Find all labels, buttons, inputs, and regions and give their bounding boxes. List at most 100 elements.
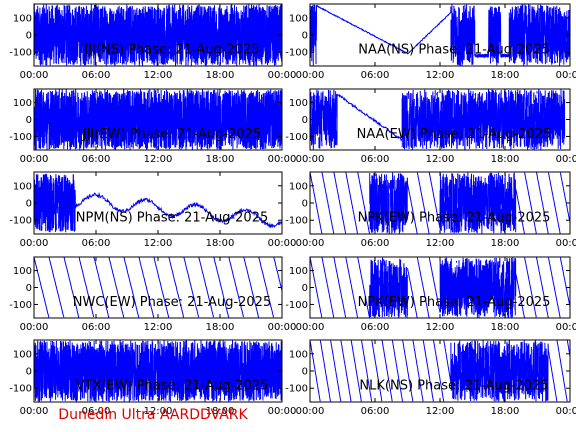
x-tick-label: 12:00 [144,322,173,333]
y-tick-label: -100 [9,384,32,395]
x-tick-label: 00:00 [296,238,325,249]
x-tick-label: 18:00 [206,70,235,81]
y-tick-label: 0 [302,115,308,126]
y-tick-label: 0 [302,199,308,210]
y-tick-label: -100 [9,132,32,143]
phase-panel: -100 0 100 00:00 06:00 12:00 18:00 00:00 NWC(EW)… [9,256,297,333]
y-tick-label: 100 [289,98,308,109]
phase-panel: -100 0 100 00:00 06:00 12:00 18:00 00:00 NPK(EW)… [285,256,576,333]
y-tick-label: -100 [9,48,32,59]
x-tick-label: 12:00 [144,154,173,165]
phase-trace [34,340,282,402]
y-tick-label: -100 [285,300,308,311]
y-tick-label: -100 [285,48,308,59]
x-tick-label: 12:00 [426,70,455,81]
x-tick-label: 00:00 [268,70,297,81]
y-tick-label: 100 [13,349,32,360]
x-tick-label: 18:00 [491,322,520,333]
x-tick-label: 00:00 [20,154,49,165]
x-tick-label: 00:00 [268,154,297,165]
phase-panel: -100 0 100 00:00 06:00 12:00 18:00 00:00 VTX(EW)… [9,339,296,417]
phase-panel: -100 0 100 00:00 06:00 12:00 18:00 00:00 JJI(EW)… [9,88,297,165]
x-tick-label: 12:00 [426,406,455,417]
x-tick-label: 18:00 [491,70,520,81]
x-tick-label: 06:00 [82,322,111,333]
y-tick-label: 0 [26,199,32,210]
x-tick-label: 06:00 [82,70,111,81]
y-tick-label: -100 [9,300,32,311]
x-tick-label: 18:00 [206,406,235,417]
panel-title: NPK(EW) Phase: 21-Aug-2025 [358,295,551,310]
phase-trace [34,257,282,318]
phase-panel: -100 0 100 00:00 06:00 12:00 18:00 00:00 NAA(EW)… [285,88,576,165]
x-tick-label: 18:00 [206,238,235,249]
x-tick-label: 00:00 [20,322,49,333]
y-tick-label: -100 [285,384,308,395]
x-tick-label: 00:00 [556,322,576,333]
x-tick-label: 00:00 [296,154,325,165]
y-tick-label: 100 [289,349,308,360]
x-tick-label: 00:00 [556,238,576,249]
panel-title: NPM(NS) Phase: 21-Aug-2025 [76,211,268,226]
phase-panel: -100 0 100 00:00 06:00 12:00 18:00 00:00 NLK(NS)… [285,339,576,417]
phase-panel: -100 0 100 00:00 06:00 12:00 18:00 00:00 NPK(EW)… [285,171,576,249]
phase-trace [310,172,570,234]
panel-title: JJI(EW) Phase: 21-Aug-2025 [82,127,261,142]
x-tick-label: 00:00 [556,154,576,165]
x-tick-label: 18:00 [491,406,520,417]
footer-label: Dunedin Ultra AARDDVARK [58,407,248,423]
y-tick-label: -100 [285,216,308,227]
x-tick-label: 00:00 [296,70,325,81]
y-tick-label: 100 [289,13,308,24]
x-tick-label: 06:00 [361,238,390,249]
panel-title: VTX(EW) Phase: 21-Aug-2025 [76,379,269,394]
x-tick-label: 06:00 [82,154,111,165]
y-tick-label: -100 [285,132,308,143]
y-tick-label: 100 [13,181,32,192]
y-tick-label: -100 [9,216,32,227]
x-tick-label: 12:00 [426,322,455,333]
x-tick-label: 18:00 [206,322,235,333]
panel-title: NPK(EW) Phase: 21-Aug-2025 [358,211,551,226]
x-tick-label: 06:00 [82,406,111,417]
phase-trace [34,4,282,66]
x-tick-label: 00:00 [296,322,325,333]
x-tick-label: 06:00 [361,406,390,417]
panel-title: JJI(NS) Phase: 21-Aug-2025 [83,43,259,58]
y-tick-label: 0 [26,115,32,126]
x-tick-label: 00:00 [556,70,576,81]
x-tick-label: 00:00 [268,322,297,333]
panel-title: NLK(NS) Phase: 21-Aug-2025 [359,379,548,394]
phase-panel: -100 0 100 00:00 06:00 12:00 18:00 00:00 JJI(NS)… [9,3,297,81]
y-tick-label: 100 [13,98,32,109]
y-tick-label: 0 [26,31,32,42]
x-tick-label: 18:00 [491,238,520,249]
x-tick-label: 12:00 [426,154,455,165]
x-tick-label: 12:00 [426,238,455,249]
x-tick-label: 00:00 [20,70,49,81]
x-tick-label: 18:00 [206,154,235,165]
phase-panel: -100 0 100 00:00 06:00 12:00 18:00 00:00 NPM(NS)… [9,171,297,249]
y-tick-label: 0 [302,367,308,378]
x-tick-label: 00:00 [20,238,49,249]
x-tick-label: 00:00 [296,406,325,417]
panel-title: NAA(NS) Phase: 21-Aug-2025 [358,43,550,58]
phase-trace [310,257,570,318]
y-tick-label: 100 [289,266,308,277]
y-tick-label: 100 [13,266,32,277]
y-tick-label: 0 [302,283,308,294]
panel-title: NWC(EW) Phase: 21-Aug-2025 [73,295,271,310]
panel-title: NAA(EW) Phase: 21-Aug-2025 [357,127,552,142]
x-tick-label: 06:00 [361,322,390,333]
x-tick-label: 06:00 [82,238,111,249]
x-tick-label: 12:00 [144,238,173,249]
x-tick-label: 18:00 [491,154,520,165]
x-tick-label: 00:00 [268,238,297,249]
y-tick-label: 0 [302,31,308,42]
y-tick-label: 100 [289,181,308,192]
y-tick-label: 100 [13,13,32,24]
x-tick-label: 06:00 [361,70,390,81]
x-tick-label: 12:00 [144,70,173,81]
y-tick-label: 0 [26,367,32,378]
